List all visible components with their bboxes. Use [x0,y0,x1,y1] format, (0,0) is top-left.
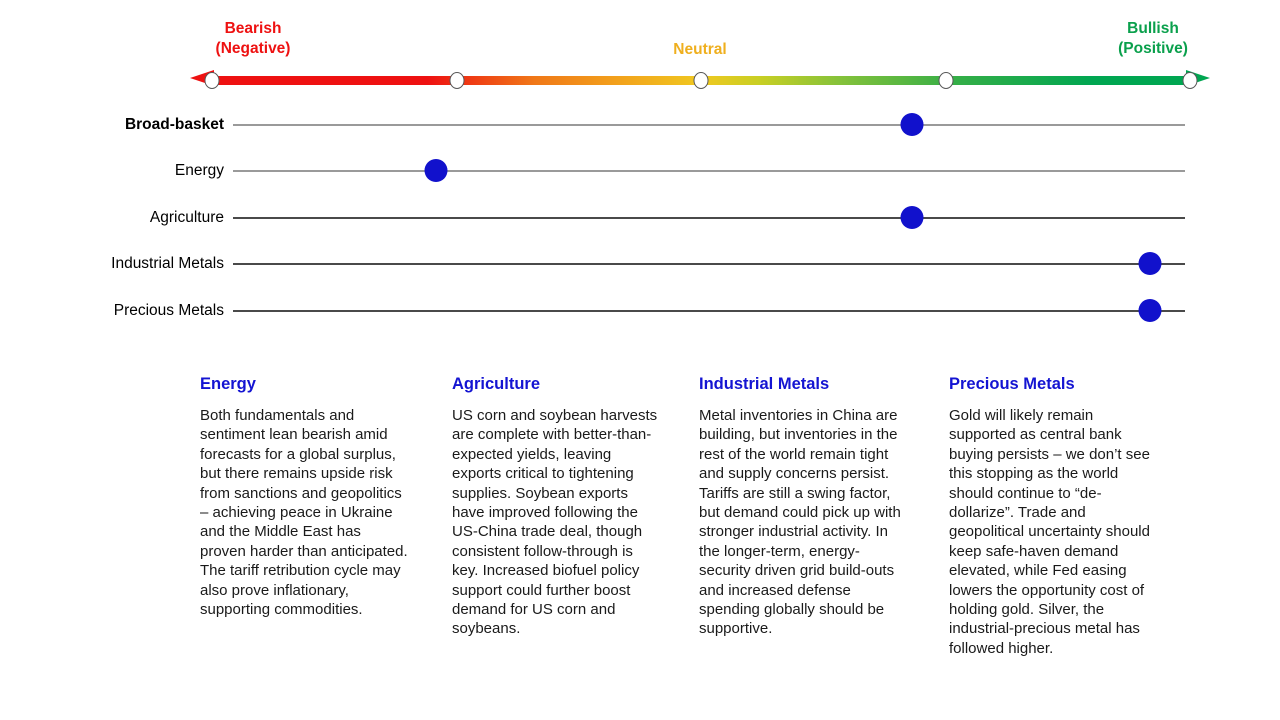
commentary-column-industrial-metals: Industrial Metals Metal inventories in Ch… [699,374,909,639]
row-label-industrial-metals: Industrial Metals [111,255,224,272]
row-marker-dot[interactable] [900,113,924,136]
commentary-column-title: Agriculture [452,375,541,393]
row-marker-dot[interactable] [900,206,924,229]
commodity-row: Industrial Metals [0,252,1280,276]
commentary-column-energy: Energy Both fundamentals and sentiment le… [200,374,410,619]
commodity-rows: Broad-basket Energy Agriculture Industrial … [0,100,1280,340]
row-label-agriculture: Agriculture [149,209,224,226]
commentary-column-title: Energy [200,375,256,393]
scale-label-bullish-line1: Bullish [1127,20,1179,37]
scale-label-bullish-line2: (Positive) [1118,40,1188,57]
scale-label-neutral: Neutral [673,41,727,58]
commentary-column-body: Both fundamentals and sentiment lean bea… [200,407,408,619]
commentary-columns: Energy Both fundamentals and sentiment le… [0,374,1280,720]
scale-label-bullish: Bullish (Positive) [1073,19,1233,59]
commentary-column-precious-metals: Precious Metals Gold will likely remain s… [949,374,1159,658]
commentary-column-agriculture: Agriculture US corn and soybean harvests … [452,374,662,639]
row-label-energy: Energy [174,162,224,179]
scale-gradient-bar [204,72,1198,89]
row-axis-line [233,124,1185,126]
tick-neutral [693,72,709,89]
row-axis-line [233,263,1185,265]
row-axis-line [233,170,1185,172]
row-label-precious-metals: Precious Metals [113,302,224,319]
scale-axis [190,70,1210,90]
row-label-broad-basket: Broad-basket [124,116,224,133]
row-axis-line [233,310,1185,312]
tick-very-bullish [1182,72,1198,89]
tick-bearish [449,72,464,89]
tick-very-bearish [204,72,220,89]
row-marker-dot[interactable] [1138,252,1162,275]
commentary-column-body: US corn and soybean harvests are complet… [452,407,658,638]
commodity-row: Energy [0,159,1280,183]
commodity-row: Agriculture [0,206,1280,230]
row-marker-dot[interactable] [424,159,448,182]
commentary-column-title: Industrial Metals [699,375,830,393]
row-axis-line [233,217,1185,219]
scale-label-bearish-line2: (Negative) [215,40,291,57]
commentary-column-body: Metal inventories in China are building,… [699,407,901,638]
scale-label-bearish-line1: Bearish [224,20,282,37]
commentary-column-body: Gold will likely remain supported as cen… [949,407,1150,657]
commodity-row: Broad-basket [0,113,1280,137]
commodity-row: Precious Metals [0,299,1280,323]
scale-label-bearish: Bearish (Negative) [173,19,333,59]
row-marker-dot[interactable] [1138,299,1162,322]
sentiment-scale: Bearish (Negative) Neutral Bullish (Posi… [0,0,1280,100]
tick-bullish [938,72,953,89]
commentary-column-title: Precious Metals [949,375,1075,393]
